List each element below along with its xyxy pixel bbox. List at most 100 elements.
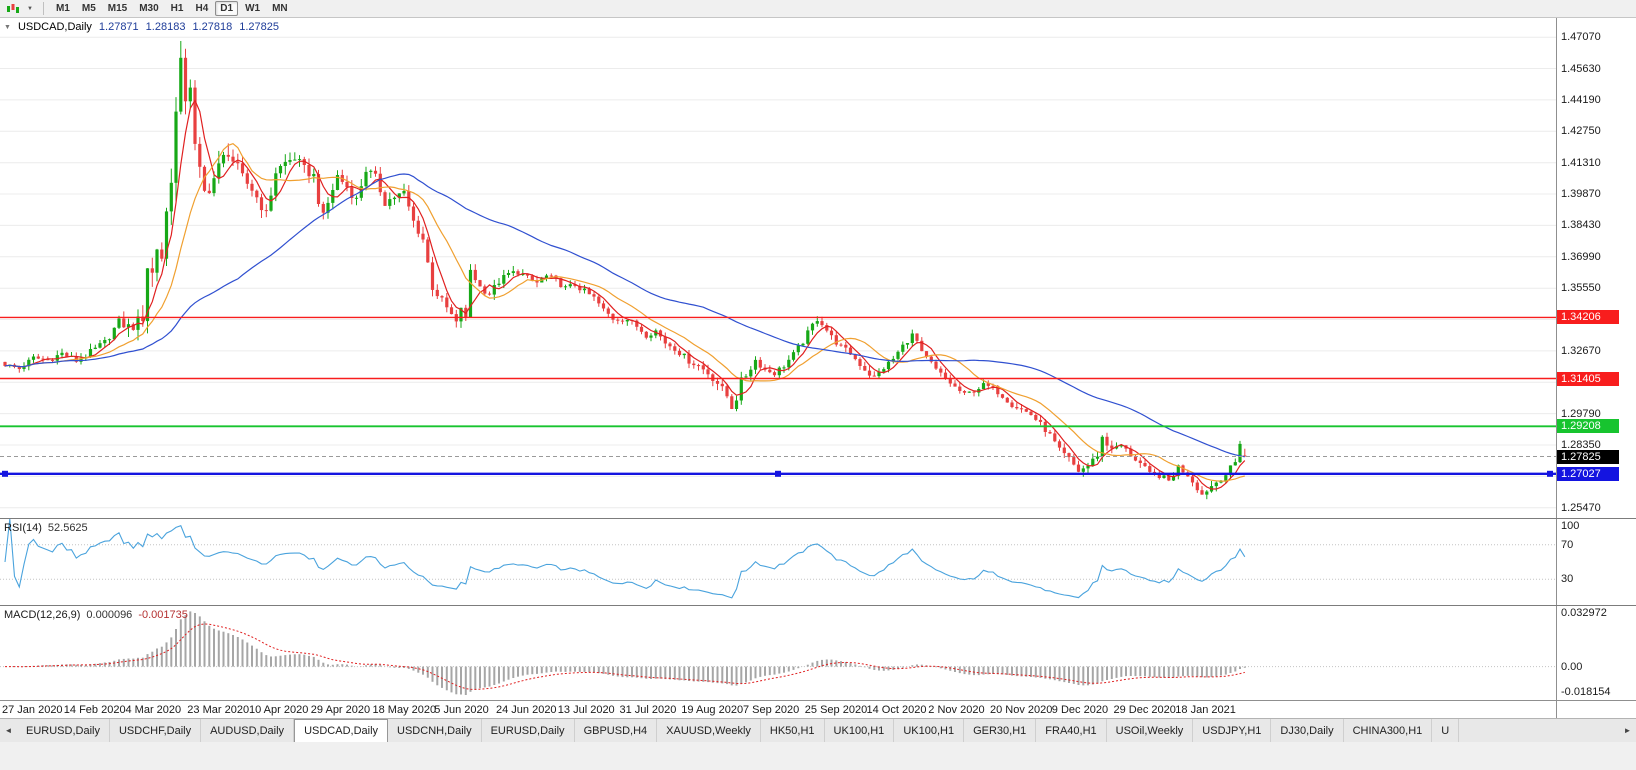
period-button-W1[interactable]: W1 <box>245 3 261 14</box>
chart-tab-EURUSD-Daily[interactable]: EURUSD,Daily <box>17 719 110 742</box>
line-handle[interactable] <box>2 470 8 477</box>
price-axis-label: 1.41310 <box>1561 156 1601 169</box>
rsi-plot-area[interactable]: RSI(14) 52.5625 <box>0 519 1556 605</box>
bottom-strip <box>0 742 1636 770</box>
price-axis-label: 1.35550 <box>1561 282 1601 295</box>
chart-tab-UK100-H1[interactable]: UK100,H1 <box>825 719 895 742</box>
date-axis[interactable]: 27 Jan 2020 14 Feb 2020 4 Mar 2020 23 Mar 2… <box>0 700 1636 718</box>
price-badge-1.27027: 1.27027 <box>1557 466 1619 481</box>
date-axis-corner <box>1556 701 1636 718</box>
period-button-M30[interactable]: M30 <box>139 3 159 14</box>
price-axis-label: 1.25470 <box>1561 501 1601 514</box>
chart-tab-CHINA300-H1[interactable]: CHINA300,H1 <box>1344 719 1433 742</box>
macd-signal-value: -0.001735 <box>138 609 188 621</box>
macd-axis-label: -0.018154 <box>1561 686 1611 698</box>
ohlc-open: 1.27871 <box>98 21 139 33</box>
price-axis-label: 1.39870 <box>1561 188 1601 200</box>
price-axis-label: 1.47070 <box>1561 31 1601 44</box>
price-axis[interactable]: 1.47070 1.45630 1.44190 1.42750 1.41310 1.398… <box>1556 18 1636 518</box>
chart-tab-USDJPY-H1[interactable]: USDJPY,H1 <box>1193 719 1272 742</box>
line-handle[interactable] <box>775 470 781 477</box>
period-button-MN[interactable]: MN <box>272 3 288 14</box>
date-axis-label: 7 Sep 2020 <box>743 704 800 716</box>
chart-tabs-list: EURUSD,Daily USDCHF,Daily AUDUSD,Daily USDC… <box>17 719 1619 742</box>
chart-tab-USDCHF-Daily[interactable]: USDCHF,Daily <box>110 719 202 742</box>
chart-tab-GBPUSD-H4[interactable]: GBPUSD,H4 <box>575 719 658 742</box>
macd-canvas <box>0 611 1556 695</box>
period-button-H4[interactable]: H4 <box>195 3 209 14</box>
chart-tab-USOil-Weekly[interactable]: USOil,Weekly <box>1107 719 1194 742</box>
rsi-pane: RSI(14) 52.5625 100 70 30 <box>0 519 1636 605</box>
rsi-value: 52.5625 <box>47 522 88 534</box>
macd-axis-label: 0.032972 <box>1561 607 1607 619</box>
main-plot-area[interactable]: ▼ USDCAD,Daily 1.27871 1.28183 1.27818 1… <box>0 18 1556 518</box>
price-axis-label: 1.36990 <box>1561 250 1601 263</box>
price-badge-1.34206: 1.34206 <box>1557 310 1619 325</box>
date-axis-label: 31 Jul 2020 <box>619 704 677 716</box>
macd-axis-label: 0.00 <box>1561 660 1583 673</box>
chart-tab-UK100-H1[interactable]: UK100,H1 <box>894 719 965 742</box>
ohlc-close: 1.27825 <box>239 21 279 33</box>
price-badge-1.27825: 1.27825 <box>1557 449 1619 464</box>
pane-separator[interactable] <box>0 518 1636 519</box>
price-axis-label: 1.45630 <box>1561 62 1601 75</box>
macd-signal-line <box>5 623 1245 690</box>
macd-axis[interactable]: 0.032972 0.00 -0.018154 <box>1556 606 1636 700</box>
chart-tab-AUDUSD-Daily[interactable]: AUDUSD,Daily <box>201 719 295 742</box>
rsi-axis[interactable]: 100 70 30 <box>1556 519 1636 605</box>
one-click-trading-toggle[interactable]: ▼ <box>4 23 11 31</box>
period-button-D1[interactable]: D1 <box>215 1 239 16</box>
date-axis-label: 10 Apr 2020 <box>249 704 309 716</box>
pane-separator[interactable] <box>0 605 1636 606</box>
period-button-M15[interactable]: M15 <box>107 3 128 14</box>
chart-tab-EURUSD-Daily[interactable]: EURUSD,Daily <box>482 719 575 742</box>
chart-tab-HK50-H1[interactable]: HK50,H1 <box>761 719 825 742</box>
date-axis-label: 14 Feb 2020 <box>63 704 126 716</box>
date-axis-label: 4 Mar 2020 <box>125 704 182 716</box>
period-button-H1[interactable]: H1 <box>170 3 184 14</box>
chart-tab-DJ30-Daily[interactable]: DJ30,Daily <box>1271 719 1344 742</box>
chart-tab-U[interactable]: U <box>1432 719 1460 742</box>
price-badge-1.31405: 1.31405 <box>1557 371 1619 386</box>
tabs-scroll-left-button[interactable]: ◄ <box>4 726 13 735</box>
chart-tab-GER30-H1[interactable]: GER30,H1 <box>964 719 1037 742</box>
macd-value: 0.000096 <box>86 609 133 621</box>
date-axis-label: 18 Jan 2021 <box>1175 704 1236 716</box>
price-axis-label: 1.44190 <box>1561 93 1601 106</box>
price-badge-1.29208: 1.29208 <box>1557 419 1619 434</box>
date-axis-label: 23 Mar 2020 <box>187 704 250 716</box>
period-button-M1[interactable]: M1 <box>55 3 70 14</box>
chart-tab-USDCAD-Daily[interactable]: USDCAD,Daily <box>294 719 389 742</box>
line-handle[interactable] <box>1547 470 1553 477</box>
timeframe-toolbar: ▼ M1 M5 M15 M30 H1 H4 D1 W1 MN <box>0 0 1636 18</box>
chart-tab-FRA40-H1[interactable]: FRA40,H1 <box>1036 719 1107 742</box>
price-axis-label: 1.32670 <box>1561 344 1601 357</box>
ohlc-high: 1.28183 <box>145 21 186 33</box>
period-button-M5[interactable]: M5 <box>81 3 96 14</box>
price-chart-canvas[interactable] <box>0 18 1556 518</box>
date-axis-label: 25 Sep 2020 <box>804 704 868 716</box>
rsi-label: RSI(14) 52.5625 <box>4 522 88 534</box>
macd-name: MACD(12,26,9) <box>4 609 81 621</box>
rsi-name: RSI(14) <box>4 522 42 534</box>
price-axis-label: 1.29790 <box>1561 407 1601 420</box>
chart-type-dropdown-icon[interactable]: ▼ <box>27 5 33 12</box>
main-chart-pane: ▼ USDCAD,Daily 1.27871 1.28183 1.27818 1… <box>0 18 1636 518</box>
date-axis-label: 5 Jun 2020 <box>434 704 489 716</box>
macd-plot-area[interactable]: MACD(12,26,9) 0.000096 -0.001735 <box>0 606 1556 700</box>
date-labels-area[interactable]: 27 Jan 2020 14 Feb 2020 4 Mar 2020 23 Mar 2… <box>0 701 1556 718</box>
date-axis-label: 29 Dec 2020 <box>1113 704 1176 716</box>
date-axis-label: 20 Nov 2020 <box>990 704 1053 716</box>
date-axis-label: 27 Jan 2020 <box>2 704 63 716</box>
candlestick-chart-icon[interactable] <box>4 3 22 15</box>
period-buttons-group: M1 M5 M15 M30 H1 H4 D1 W1 MN <box>51 1 293 16</box>
date-axis-label: 24 Jun 2020 <box>496 704 557 716</box>
tabs-scroll-right-button[interactable]: ► <box>1623 726 1632 735</box>
rsi-axis-label: 70 <box>1561 538 1574 551</box>
toolbar-separator <box>42 2 44 15</box>
date-axis-label: 13 Jul 2020 <box>557 704 615 716</box>
chart-tab-USDCNH-Daily[interactable]: USDCNH,Daily <box>388 719 482 742</box>
date-axis-label: 9 Dec 2020 <box>1051 704 1109 716</box>
chart-tab-XAUUSD-Weekly[interactable]: XAUUSD,Weekly <box>657 719 761 742</box>
